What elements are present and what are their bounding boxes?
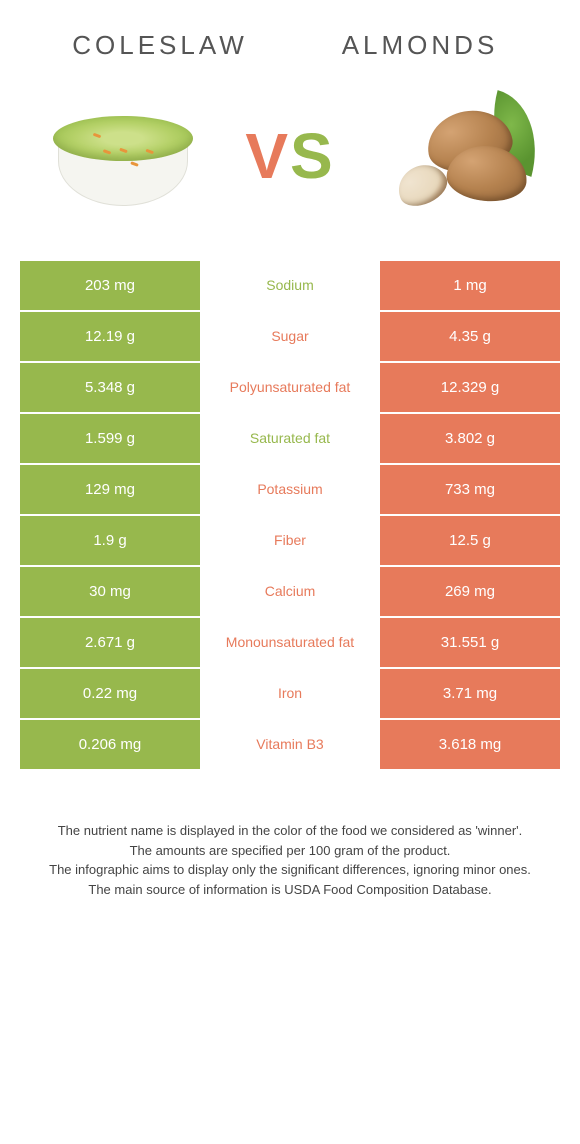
table-row: 203 mgSodium1 mg [20, 261, 560, 312]
table-row: 30 mgCalcium269 mg [20, 567, 560, 618]
almonds-image [372, 91, 542, 221]
nutrient-label: Polyunsaturated fat [200, 363, 380, 414]
value-right: 12.329 g [380, 363, 560, 414]
value-right: 1 mg [380, 261, 560, 312]
nutrient-label: Calcium [200, 567, 380, 618]
value-left: 0.22 mg [20, 669, 200, 720]
title-left: COLESLAW [30, 30, 290, 61]
table-row: 0.206 mgVitamin B33.618 mg [20, 720, 560, 771]
footer-notes: The nutrient name is displayed in the co… [30, 821, 550, 899]
value-right: 3.618 mg [380, 720, 560, 771]
nutrient-label: Sodium [200, 261, 380, 312]
value-left: 1.9 g [20, 516, 200, 567]
nutrient-label: Saturated fat [200, 414, 380, 465]
table-row: 129 mgPotassium733 mg [20, 465, 560, 516]
table-row: 12.19 gSugar4.35 g [20, 312, 560, 363]
value-right: 4.35 g [380, 312, 560, 363]
table-row: 1.599 gSaturated fat3.802 g [20, 414, 560, 465]
titles-row: COLESLAW ALMONDS [0, 20, 580, 81]
title-right: ALMONDS [290, 30, 550, 61]
value-right: 31.551 g [380, 618, 560, 669]
value-left: 1.599 g [20, 414, 200, 465]
nutrient-label: Fiber [200, 516, 380, 567]
nutrient-label: Iron [200, 669, 380, 720]
footer-line: The infographic aims to display only the… [30, 860, 550, 880]
nutrient-table: 203 mgSodium1 mg12.19 gSugar4.35 g5.348 … [20, 261, 560, 771]
vs-label: VS [245, 119, 334, 193]
nutrient-label: Vitamin B3 [200, 720, 380, 771]
value-left: 30 mg [20, 567, 200, 618]
nutrient-label: Potassium [200, 465, 380, 516]
value-right: 269 mg [380, 567, 560, 618]
value-left: 0.206 mg [20, 720, 200, 771]
footer-line: The nutrient name is displayed in the co… [30, 821, 550, 841]
footer-line: The amounts are specified per 100 gram o… [30, 841, 550, 861]
value-left: 12.19 g [20, 312, 200, 363]
footer-line: The main source of information is USDA F… [30, 880, 550, 900]
value-left: 203 mg [20, 261, 200, 312]
table-row: 2.671 gMonounsaturated fat31.551 g [20, 618, 560, 669]
value-right: 733 mg [380, 465, 560, 516]
nutrient-label: Monounsaturated fat [200, 618, 380, 669]
value-right: 3.71 mg [380, 669, 560, 720]
value-right: 12.5 g [380, 516, 560, 567]
value-left: 2.671 g [20, 618, 200, 669]
table-row: 0.22 mgIron3.71 mg [20, 669, 560, 720]
table-row: 1.9 gFiber12.5 g [20, 516, 560, 567]
value-left: 5.348 g [20, 363, 200, 414]
images-row: VS [0, 81, 580, 261]
coleslaw-image [38, 91, 208, 221]
table-row: 5.348 gPolyunsaturated fat12.329 g [20, 363, 560, 414]
nutrient-label: Sugar [200, 312, 380, 363]
value-right: 3.802 g [380, 414, 560, 465]
value-left: 129 mg [20, 465, 200, 516]
